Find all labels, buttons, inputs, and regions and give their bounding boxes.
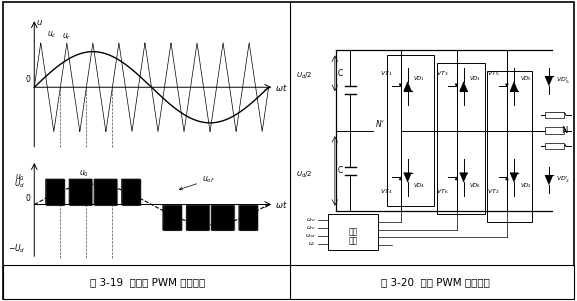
Text: 调制: 调制 xyxy=(349,228,358,237)
Text: $N'$: $N'$ xyxy=(376,118,385,129)
Polygon shape xyxy=(510,82,518,91)
Text: $VT_5$: $VT_5$ xyxy=(486,69,499,78)
Polygon shape xyxy=(460,82,467,91)
Text: $VT_3$: $VT_3$ xyxy=(436,69,449,78)
Text: 0: 0 xyxy=(25,194,31,203)
Text: $VT_4$: $VT_4$ xyxy=(380,187,393,196)
Bar xyxy=(387,55,434,206)
Text: $-U_d$: $-U_d$ xyxy=(8,243,25,255)
Text: $U_d/2$: $U_d/2$ xyxy=(295,71,312,81)
Text: C: C xyxy=(338,166,343,175)
Text: $u_{of}$: $u_{of}$ xyxy=(179,175,215,190)
Polygon shape xyxy=(404,173,411,182)
Text: $u_c$: $u_c$ xyxy=(308,240,317,248)
Text: $u_{ru}$: $u_{ru}$ xyxy=(306,216,317,224)
Text: $VD_2'$: $VD_2'$ xyxy=(556,175,569,185)
Text: 电路: 电路 xyxy=(349,237,358,246)
Text: $VT_2$: $VT_2$ xyxy=(487,187,499,196)
Text: $VD_2$: $VD_2$ xyxy=(519,181,531,190)
Bar xyxy=(488,71,532,222)
Text: $U_d$: $U_d$ xyxy=(14,178,25,191)
Text: $VD_4$: $VD_4$ xyxy=(413,181,425,190)
Bar xyxy=(3,265,574,299)
Bar xyxy=(545,127,564,134)
Text: $VD_3$: $VD_3$ xyxy=(469,74,481,83)
Text: $VT_6$: $VT_6$ xyxy=(436,187,449,196)
Text: $U_d/2$: $U_d/2$ xyxy=(295,170,312,180)
Text: $u_{rv}$: $u_{rv}$ xyxy=(306,224,317,232)
Text: $u$: $u$ xyxy=(36,18,43,27)
Text: $VD_6$: $VD_6$ xyxy=(469,181,481,190)
Text: N: N xyxy=(561,126,568,135)
Text: $VD_5'$: $VD_5'$ xyxy=(556,76,569,86)
Bar xyxy=(437,63,485,214)
Text: 0: 0 xyxy=(25,75,31,84)
Polygon shape xyxy=(510,173,518,182)
Polygon shape xyxy=(545,76,553,86)
Text: $VD_1$: $VD_1$ xyxy=(413,74,425,83)
Text: 图 3-19  单极性 PWM 控制原理: 图 3-19 单极性 PWM 控制原理 xyxy=(89,277,205,287)
Bar xyxy=(545,143,564,149)
Polygon shape xyxy=(545,175,553,185)
Text: $u_0$: $u_0$ xyxy=(15,172,25,183)
Text: C: C xyxy=(338,69,343,78)
Text: $u_c$: $u_c$ xyxy=(47,29,57,39)
Polygon shape xyxy=(404,82,411,91)
Text: $\omega t$: $\omega t$ xyxy=(275,82,288,93)
Bar xyxy=(545,112,564,118)
Polygon shape xyxy=(460,173,467,182)
Text: $\omega t$: $\omega t$ xyxy=(275,199,288,210)
Text: $u_{rw}$: $u_{rw}$ xyxy=(305,232,317,240)
Text: 图 3-20  三相 PWM 逃变电路: 图 3-20 三相 PWM 逃变电路 xyxy=(381,277,490,287)
Bar xyxy=(328,214,379,250)
Text: $u_r$: $u_r$ xyxy=(62,31,72,42)
Text: $VD_5$: $VD_5$ xyxy=(519,74,531,83)
Text: $u_0$: $u_0$ xyxy=(79,168,89,179)
Text: $VT_1$: $VT_1$ xyxy=(380,69,393,78)
